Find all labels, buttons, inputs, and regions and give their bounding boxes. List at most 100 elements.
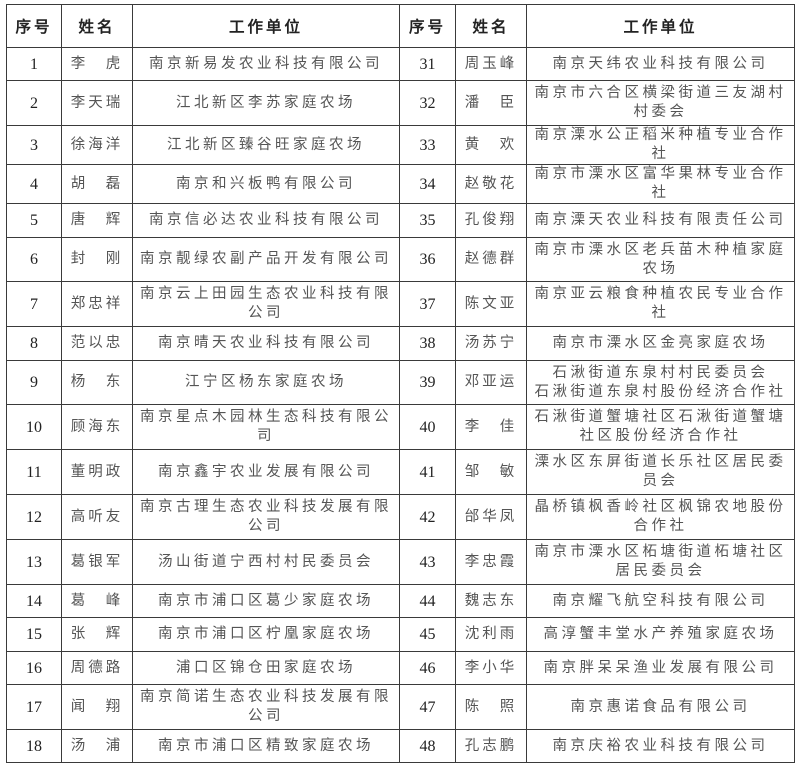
person-name: 周德路 [61,651,133,685]
person-name: 董明政 [61,449,133,495]
serial-number: 42 [399,494,456,540]
person-name: 闻 翔 [61,684,133,730]
person-name: 顾海东 [61,404,133,450]
work-unit: 南京天纬农业科技有限公司 [526,47,795,81]
person-name: 孔俊翔 [455,203,527,238]
serial-number: 11 [6,449,62,495]
person-name: 魏志东 [455,584,527,618]
header-no: 序号 [399,4,456,48]
work-unit: 南京胖呆呆渔业发展有限公司 [526,651,795,685]
person-name: 潘 臣 [455,80,527,126]
person-name: 范以忠 [61,326,133,361]
person-name: 赵德群 [455,237,527,282]
serial-number: 47 [399,684,456,730]
serial-number: 5 [6,203,62,238]
table-row: 15 张 辉南京市浦口区柠凰家庭农场 45 沈利雨 高淳蟹丰堂水产养殖家庭农场 [6,617,795,652]
serial-number: 4 [6,164,62,204]
person-name: 陈 照 [455,684,527,730]
serial-number: 35 [399,203,456,238]
person-name: 徐海洋 [61,125,133,165]
work-unit: 南京星点木园林生态科技有限公司 [132,404,400,450]
serial-number: 39 [399,360,456,405]
person-name: 汤 浦 [61,729,133,763]
header-name: 姓名 [61,4,133,48]
serial-number: 45 [399,617,456,652]
serial-number: 6 [6,237,62,282]
table-row: 14 葛 峰南京市浦口区葛少家庭农场 44 魏志东 南京耀飞航空科技有限公司 [6,584,795,618]
serial-number: 34 [399,164,456,204]
work-unit: 南京鑫宇农业发展有限公司 [132,449,400,495]
work-unit: 南京市溧水区富华果林专业合作社 [526,164,795,204]
serial-number: 17 [6,684,62,730]
work-unit: 溧水区东屏街道长乐社区居民委员会 [526,449,795,495]
table-row: 16 周德路 浦口区锦仓田家庭农场 46 李小华 南京胖呆呆渔业发展有限公司 [6,651,795,685]
serial-number: 31 [399,47,456,81]
work-unit: 南京新易发农业科技有限公司 [132,47,400,81]
person-name: 李 虎 [61,47,133,81]
serial-number: 2 [6,80,62,126]
header-name: 姓名 [455,4,527,48]
work-unit: 南京溧水公正稻米种植专业合作社 [526,125,795,165]
work-unit: 南京惠诺食品有限公司 [526,684,795,730]
person-name: 葛银军 [61,539,133,585]
person-name: 黄 欢 [455,125,527,165]
person-name: 李忠霞 [455,539,527,585]
work-unit: 晶桥镇枫香岭社区枫锦农地股份合作社 [526,494,795,540]
person-name: 赵敬花 [455,164,527,204]
header-unit: 工作单位 [132,4,400,48]
serial-number: 15 [6,617,62,652]
work-unit: 汤山街道宁西村村民委员会 [132,539,400,585]
serial-number: 16 [6,651,62,685]
work-unit: 南京耀飞航空科技有限公司 [526,584,795,618]
serial-number: 33 [399,125,456,165]
work-unit: 南京亚云粮食种植农民专业合作社 [526,281,795,327]
person-name: 唐 辉 [61,203,133,238]
work-unit: 南京市浦口区精致家庭农场 [132,729,400,763]
table-row: 8 范以忠 南京晴天农业科技有限公司 38 汤苏宁 南京市溧水区金亮家庭农场 [6,326,795,361]
serial-number: 18 [6,729,62,763]
work-unit: 南京庆裕农业科技有限公司 [526,729,795,763]
work-unit: 南京和兴板鸭有限公司 [132,164,400,204]
table-row: 10 顾海东 南京星点木园林生态科技有限公司 40 李 佳石湫街道蟹塘社区石湫街道蟹塘社… [6,404,795,450]
person-name: 邰华凤 [455,494,527,540]
person-name: 杨 东 [61,360,133,405]
person-name: 陈文亚 [455,281,527,327]
work-unit: 石湫街道蟹塘社区石湫街道蟹塘社区股份经济合作社 [526,404,795,450]
table-row: 2 李天瑞 江北新区李苏家庭农场 32 潘 臣南京市六合区横梁街道三友湖村村委会 [6,80,795,126]
work-unit: 南京靓绿农副产品开发有限公司 [132,237,400,282]
serial-number: 40 [399,404,456,450]
person-name: 胡 磊 [61,164,133,204]
work-unit: 江宁区杨东家庭农场 [132,360,400,405]
serial-number: 12 [6,494,62,540]
serial-number: 38 [399,326,456,361]
person-name: 汤苏宁 [455,326,527,361]
work-unit: 南京市溧水区金亮家庭农场 [526,326,795,361]
table-row: 7 郑忠祥 南京云上田园生态农业科技有限公司 37 陈文亚 南京亚云粮食种植农民专业合作社 [6,281,795,327]
person-name: 李小华 [455,651,527,685]
work-unit: 石湫街道东泉村村民委员会 石湫街道东泉村股份经济合作社 [526,360,795,405]
person-name: 沈利雨 [455,617,527,652]
person-name: 张 辉 [61,617,133,652]
work-unit: 南京简诺生态农业科技发展有限公司 [132,684,400,730]
work-unit: 南京溧天农业科技有限责任公司 [526,203,795,238]
serial-number: 44 [399,584,456,618]
work-unit: 南京市浦口区葛少家庭农场 [132,584,400,618]
table-row: 3 徐海洋 江北新区臻谷旺家庭农场 33 黄 欢南京溧水公正稻米种植专业合作社 [6,125,795,165]
serial-number: 41 [399,449,456,495]
serial-number: 13 [6,539,62,585]
person-name: 孔志鹏 [455,729,527,763]
table-row: 13 葛银军 汤山街道宁西村村民委员会 43 李忠霞 南京市溧水区柘塘街道柘塘社区居民委员… [6,539,795,585]
person-name: 高听友 [61,494,133,540]
person-name: 李 佳 [455,404,527,450]
serial-number: 8 [6,326,62,361]
work-unit: 南京市六合区横梁街道三友湖村村委会 [526,80,795,126]
person-name: 邓亚运 [455,360,527,405]
serial-number: 10 [6,404,62,450]
work-unit: 浦口区锦仓田家庭农场 [132,651,400,685]
